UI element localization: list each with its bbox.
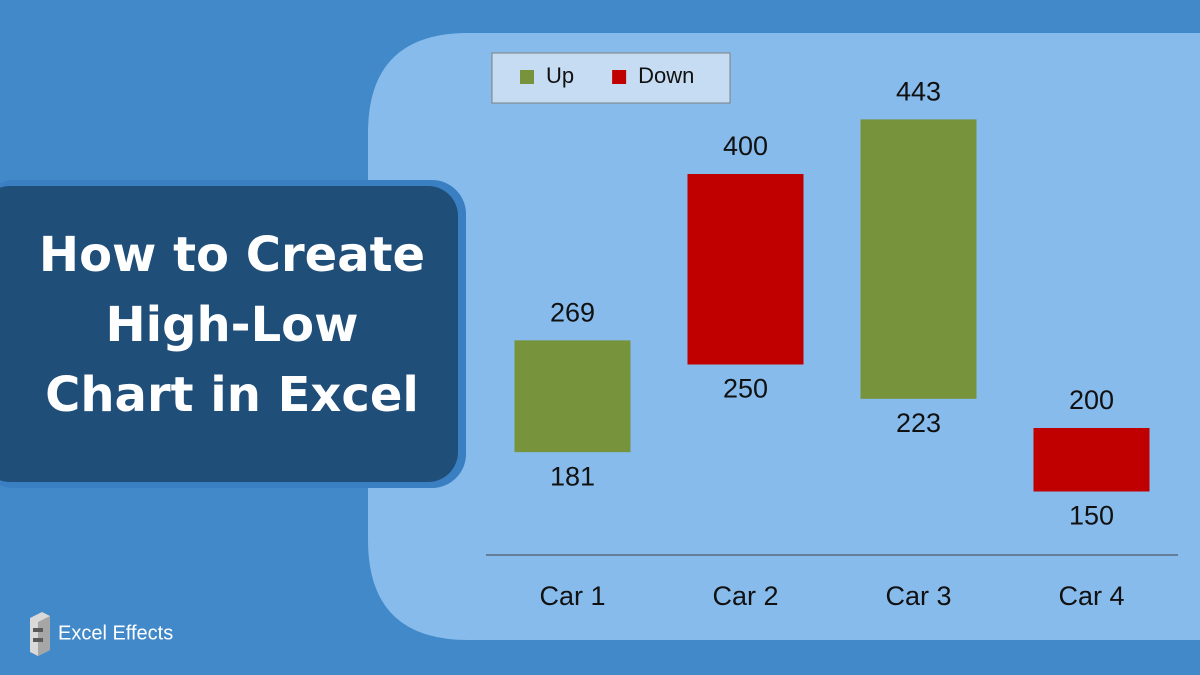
value-label: 443 bbox=[896, 77, 941, 107]
value-label: 181 bbox=[550, 461, 595, 491]
value-label: 400 bbox=[723, 131, 768, 161]
value-label: 223 bbox=[896, 408, 941, 438]
value-label: 200 bbox=[1069, 385, 1114, 415]
value-label: 269 bbox=[550, 297, 595, 327]
x-tick-label: Car 4 bbox=[1058, 581, 1124, 611]
high-low-bar bbox=[514, 340, 631, 453]
title-line: How to Create bbox=[39, 227, 425, 283]
value-label: 150 bbox=[1069, 501, 1114, 531]
title-line: High-Low bbox=[106, 297, 359, 353]
high-low-bar bbox=[860, 119, 977, 399]
legend-swatch bbox=[520, 70, 534, 84]
x-tick-label: Car 3 bbox=[885, 581, 951, 611]
brand-name: Excel Effects bbox=[58, 622, 173, 644]
high-low-bar bbox=[687, 174, 804, 365]
x-tick-label: Car 1 bbox=[539, 581, 605, 611]
legend-label: Down bbox=[638, 63, 694, 88]
title-line: Chart in Excel bbox=[45, 367, 419, 423]
x-tick-label: Car 2 bbox=[712, 581, 778, 611]
brand-logo bbox=[30, 612, 50, 656]
title-box bbox=[0, 186, 458, 482]
legend-swatch bbox=[612, 70, 627, 84]
high-low-bar bbox=[1033, 428, 1150, 492]
legend-label: Up bbox=[546, 63, 574, 88]
value-label: 250 bbox=[723, 374, 768, 404]
